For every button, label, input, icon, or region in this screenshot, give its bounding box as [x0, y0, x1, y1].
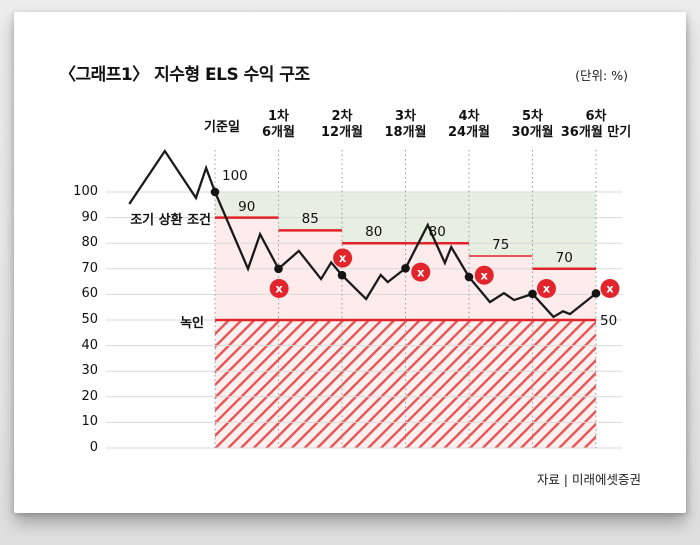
fail-marker: x [333, 248, 353, 268]
below-barrier-zone [342, 243, 406, 320]
fail-marker-glyph: x [417, 265, 425, 279]
y-axis-tick: 70 [81, 260, 98, 276]
column-header: 1차 6개월 [224, 109, 334, 140]
y-axis-tick: 50 [81, 312, 98, 327]
column-header: 5차 30개월 [478, 109, 588, 140]
barrier-label: 80 [428, 224, 446, 241]
column-header-line2: 6개월 [262, 124, 295, 140]
early-redemption-zone [215, 192, 279, 218]
source-label: 자료 | 미래에셋증권 [536, 472, 641, 487]
column-header: 3차 18개월 [351, 109, 461, 140]
column-header-line1: 기준일 [204, 120, 240, 135]
checkpoint-dot [274, 264, 283, 274]
y-axis-tick: 90 [81, 209, 98, 225]
column-header-line1: 2차 [331, 109, 353, 124]
barrier-label: 85 [301, 211, 319, 228]
fail-marker-glyph: x [481, 268, 489, 282]
initial-value-label: 100 [222, 168, 248, 184]
fail-marker-glyph: x [339, 251, 347, 265]
column-header: 기준일 [167, 120, 277, 136]
fail-marker: x [474, 265, 494, 285]
column-header-line1: 4차 [458, 109, 480, 124]
fail-marker-glyph: x [606, 282, 614, 296]
below-barrier-zone [278, 230, 342, 320]
y-axis-tick: 30 [81, 363, 98, 379]
y-axis-tick: 80 [81, 235, 98, 251]
knock-in-label: 녹인 [180, 316, 204, 331]
column-header-line1: 1차 [267, 109, 289, 124]
checkpoint-dot [591, 289, 601, 298]
barrier-label: 70 [555, 249, 573, 266]
column-header-line2: 24개월 [447, 124, 490, 140]
checkpoint-dot [337, 270, 347, 280]
barrier-label: 75 [492, 237, 510, 253]
early-redemption-zone [469, 192, 533, 256]
y-axis-tick: 10 [81, 414, 98, 430]
unit-label: (단위: %) [575, 68, 628, 83]
column-header-line2: 12개월 [320, 124, 363, 140]
early-redemption-label: 조기 상환 조건 [130, 213, 211, 228]
barrier-label: 90 [238, 198, 256, 215]
below-barrier-zone [405, 243, 469, 320]
y-axis-tick: 100 [73, 184, 98, 199]
early-redemption-zone [532, 192, 596, 269]
column-header: 2차 12개월 [287, 109, 397, 140]
column-header: 4차 24개월 [414, 109, 524, 140]
fail-marker: x [600, 279, 620, 299]
checkpoint-dot [464, 272, 474, 282]
barrier-label: 80 [365, 224, 383, 241]
fail-marker-glyph: x [543, 282, 551, 296]
y-axis-tick: 20 [81, 388, 98, 404]
fail-marker-glyph: x [275, 282, 283, 296]
chart-title: 〈그래프1〉 지수형 ELS 수익 구조 [59, 65, 310, 85]
checkpoint-dot [528, 289, 537, 299]
y-axis-tick: 0 [89, 440, 98, 455]
fail-marker: x [536, 279, 556, 299]
y-axis-tick: 40 [81, 337, 98, 353]
early-redemption-zone [278, 192, 342, 231]
column-header: 6차 36개월 만기 [541, 109, 651, 140]
column-header-line2: 18개월 [384, 124, 427, 140]
knock-in-value-label: 50 [600, 313, 618, 329]
column-header-line1: 6차 [585, 109, 607, 124]
column-header-line1: 3차 [394, 109, 416, 124]
fail-marker: x [411, 262, 431, 282]
index-line [128, 148, 597, 319]
fail-marker: x [269, 279, 289, 299]
column-header-line2: 30개월 [511, 124, 554, 140]
checkpoint-dot [210, 187, 220, 197]
column-header-line1: 5차 [521, 109, 543, 124]
checkpoint-dot [401, 263, 410, 273]
column-header-line2: 36개월 만기 [560, 124, 632, 140]
y-axis-tick: 60 [81, 286, 98, 302]
